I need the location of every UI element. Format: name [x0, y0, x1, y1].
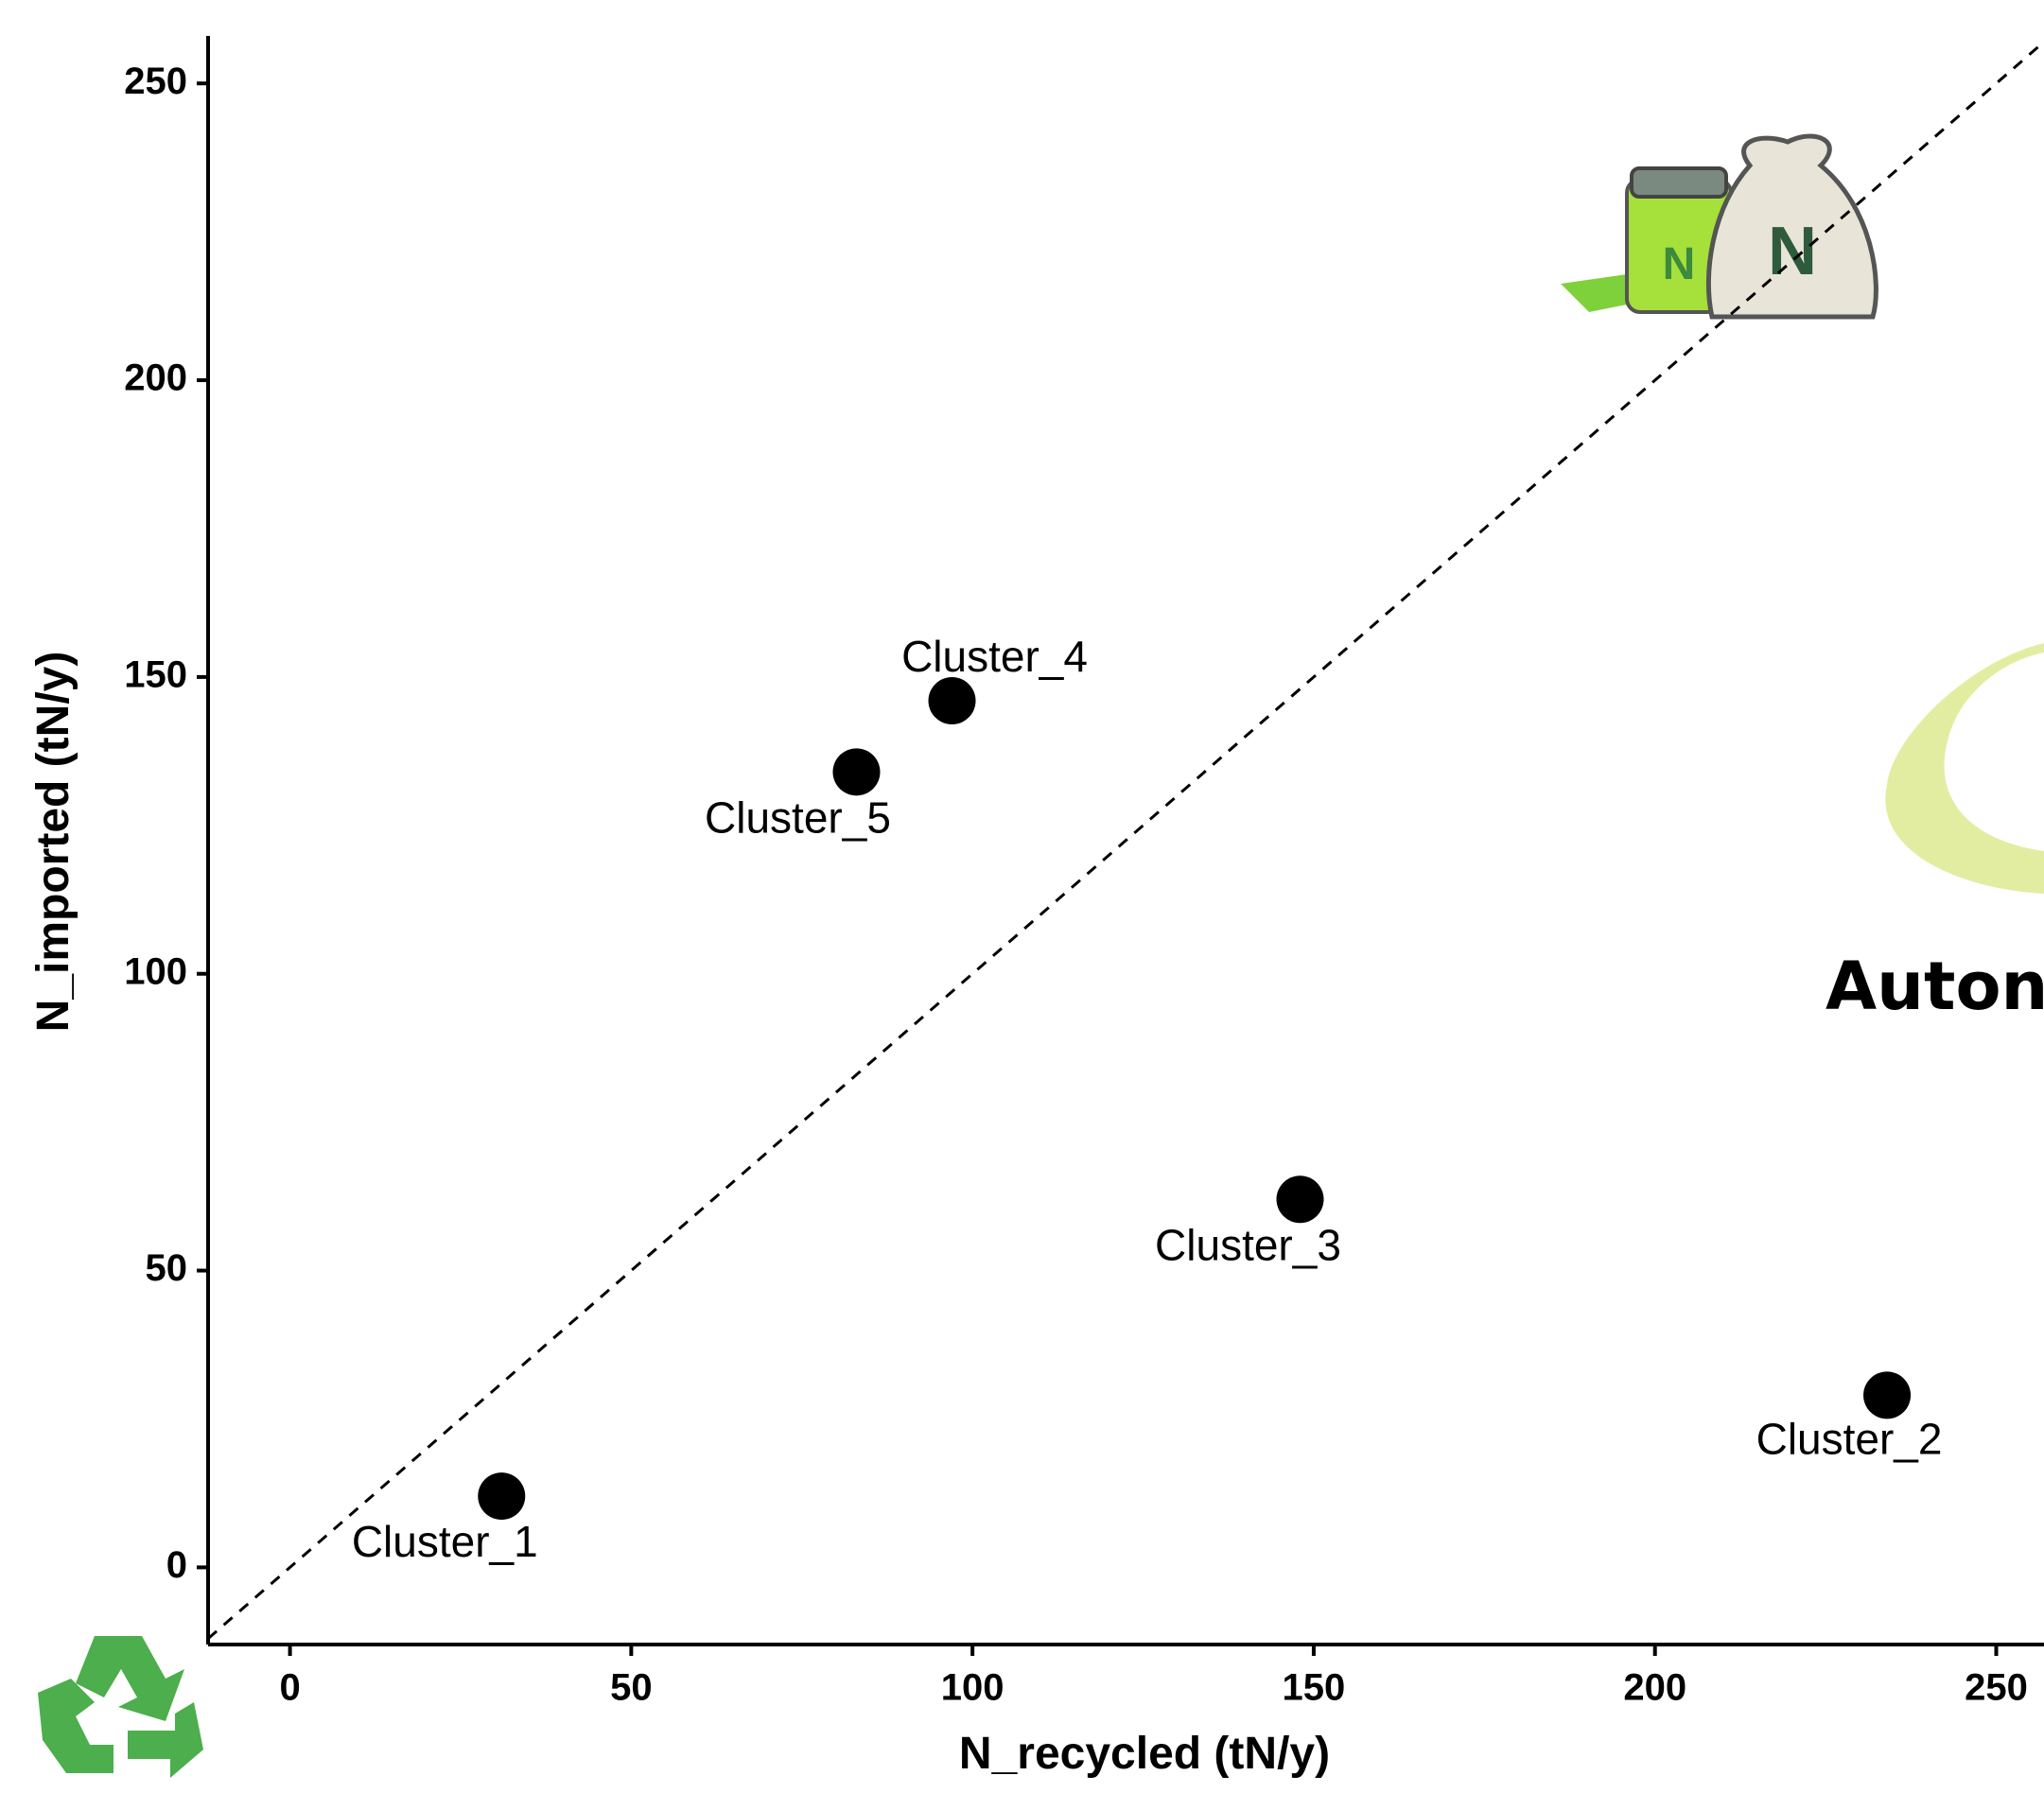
point-label: Cluster_4 [901, 632, 1088, 681]
x-tick-label: 50 [610, 1667, 653, 1709]
x-tick-label: 200 [1623, 1667, 1686, 1709]
y-tick-label: 100 [124, 950, 187, 992]
decorative-crescent [1885, 643, 2044, 894]
y-tick-label: 200 [124, 357, 187, 399]
point [478, 1472, 526, 1521]
svg-text:N: N [1663, 239, 1696, 289]
svg-text:N: N [1768, 214, 1817, 289]
y-tick-label: 50 [146, 1247, 188, 1289]
point-label: Cluster_3 [1155, 1220, 1341, 1269]
recycle-icon [38, 1636, 203, 1778]
point [1276, 1175, 1324, 1224]
x-tick-label: 150 [1283, 1667, 1346, 1709]
x-tick-label: 100 [941, 1667, 1005, 1709]
reference-line [207, 41, 2044, 1640]
point-label: Cluster_5 [705, 792, 891, 842]
point [832, 748, 881, 796]
fertilizer-icon: N N [1561, 133, 1878, 320]
point [1863, 1371, 1912, 1419]
x-tick-label: 250 [1965, 1667, 2028, 1709]
y-tick-label: 150 [124, 653, 187, 695]
point-label: Cluster_2 [1756, 1415, 1943, 1464]
x-tick-label: 0 [279, 1667, 300, 1709]
y-tick-label: 0 [166, 1544, 187, 1586]
annotation: Auton [1826, 948, 2044, 1025]
point [928, 676, 976, 724]
y-axis-label: N_imported (tN/y) [28, 652, 79, 1033]
point-label: Cluster_1 [352, 1517, 538, 1566]
x-axis-label: N_recycled (tN/y) [959, 1729, 1330, 1779]
y-tick-label: 250 [124, 61, 187, 102]
